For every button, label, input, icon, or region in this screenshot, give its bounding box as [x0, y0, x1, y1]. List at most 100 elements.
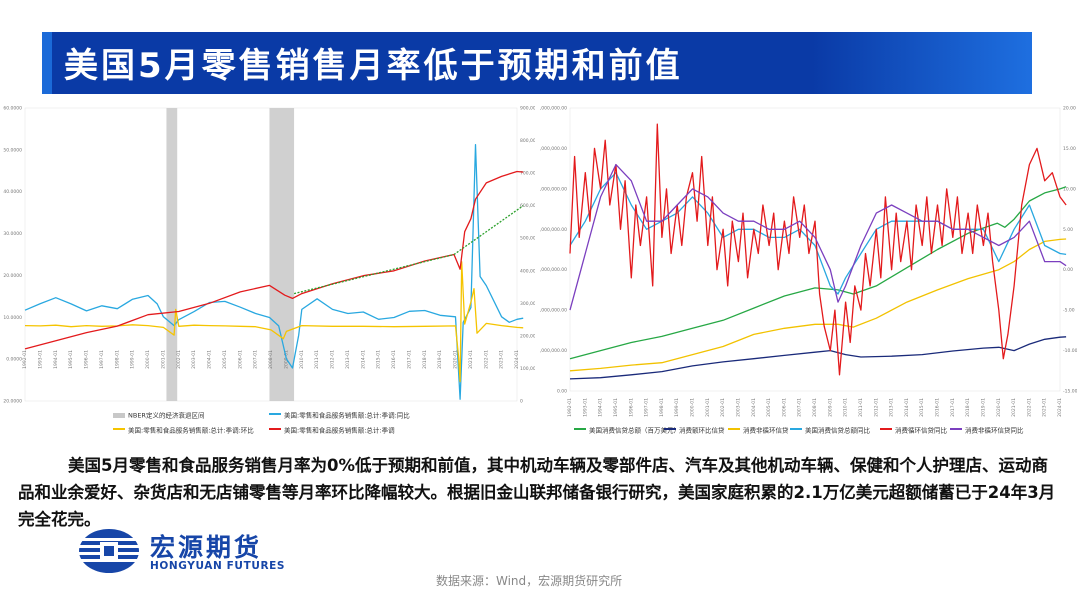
x-axis-tick-label: 2019-01 — [980, 398, 986, 417]
recession-band — [269, 108, 295, 401]
legend-swatch — [880, 428, 892, 430]
left-axis-tick-label: 50.0000 — [3, 147, 22, 153]
left-axis-tick-label: 6,000,000.00 — [540, 146, 567, 152]
x-axis-tick-label: 2006-01 — [237, 350, 243, 369]
x-axis-tick-label: 2001-01 — [705, 398, 711, 417]
x-axis-tick-label: 2018-01 — [422, 350, 428, 369]
recession-band — [166, 108, 178, 401]
legend-swatch — [664, 428, 676, 430]
x-axis-tick-label: 1992-01 — [567, 398, 573, 417]
x-axis-tick-label: 2010-01 — [843, 398, 849, 417]
right-axis-tick-label: 900,000 — [520, 106, 535, 112]
left-axis-tick-label: -20.0000 — [3, 399, 22, 405]
x-axis-tick-label: 2016-01 — [391, 350, 397, 369]
legend-label: 消费额环比信贷 — [679, 426, 725, 435]
left-axis-tick-label: 10.0000 — [3, 315, 22, 321]
legend-label: 美国:零售和食品服务销售额:总计:季调:同比 — [284, 411, 410, 420]
x-axis-tick-label: 2012-01 — [873, 398, 879, 417]
company-logo: 宏源期货 HONGYUAN FUTURES — [78, 528, 318, 576]
legend-swatch — [950, 428, 962, 430]
x-axis-tick-label: 2023-01 — [1042, 398, 1048, 417]
right-axis-tick-label: 100,000 — [520, 366, 535, 372]
legend-swatch — [269, 413, 281, 415]
right-axis-tick-label: 0.00 — [1063, 267, 1073, 273]
right-axis-tick-label: -5.00 — [1063, 308, 1075, 314]
legend-label: 消费循环信贷同比 — [895, 426, 948, 435]
series-line — [24, 143, 524, 400]
consumer-credit-chart: 0.00 1,000,000.00 2,000,000.00 3,000,000.00… — [540, 100, 1077, 440]
x-axis-tick-label: 2024-01 — [514, 350, 520, 369]
x-axis-tick-label: 1996-01 — [628, 398, 634, 417]
series-line — [569, 238, 1067, 372]
title-gradient — [812, 32, 1032, 94]
right-axis-tick-label: 0 — [520, 399, 523, 405]
x-axis-tick-label: 2002-01 — [720, 398, 726, 417]
x-axis-tick-label: 2008-01 — [812, 398, 818, 417]
left-axis-tick-label: 5,000,000.00 — [540, 186, 567, 192]
x-axis-tick-label: 2014-01 — [904, 398, 910, 417]
x-axis-tick-label: 2023-01 — [499, 350, 505, 369]
x-axis-tick-label: 2014-01 — [360, 350, 366, 369]
consumer-credit-chart-svg: 0.00 1,000,000.00 2,000,000.00 3,000,000.00… — [540, 106, 1077, 435]
left-axis-tick-label: 3,000,000.00 — [540, 267, 567, 273]
left-axis-tick-label: 20.0000 — [3, 273, 22, 279]
x-axis-tick-label: 2022-01 — [483, 350, 489, 369]
x-axis-tick-label: 2001-01 — [160, 350, 166, 369]
x-axis-tick-label: 1996-01 — [84, 350, 90, 369]
x-axis-tick-label: 2021-01 — [468, 350, 474, 369]
x-axis-tick-label: 1995-01 — [68, 350, 74, 369]
right-axis-tick-label: -10.00 — [1063, 348, 1077, 354]
x-axis-tick-label: 2017-01 — [950, 398, 956, 417]
logo-english-name: HONGYUAN FUTURES — [150, 560, 286, 572]
legend-label: 消费非循环信贷 — [743, 426, 789, 435]
x-axis-tick-label: 1995-01 — [613, 398, 619, 417]
x-axis-tick-label: 2013-01 — [889, 398, 895, 417]
left-axis-tick-label: 1,000,000.00 — [540, 348, 567, 354]
retail-sales-chart: -20.0000 0.0000 10.0000 20.0000 30.0000 40.00… — [3, 100, 535, 440]
legend-label: 美国消费信贷总额（百万美元） — [589, 426, 680, 435]
legend-label: 美国:零售和食品服务销售额:总计:季调:环比 — [128, 426, 254, 435]
right-axis-tick-label: 400,000 — [520, 268, 535, 274]
legend-label: 美国:零售和食品服务销售额:总计:季调 — [284, 426, 395, 435]
retail-sales-chart-svg: -20.0000 0.0000 10.0000 20.0000 30.0000 40.00… — [3, 106, 535, 435]
x-axis-tick-label: 2019-01 — [437, 350, 443, 369]
series-line — [569, 336, 1067, 380]
left-axis-tick-label: 2,000,000.00 — [540, 308, 567, 314]
left-axis-tick-label: 60.0000 — [3, 106, 22, 112]
left-axis-tick-label: 7,000,000.00 — [540, 106, 567, 112]
title-banner: 美国5月零售销售月率低于预期和前值 — [42, 32, 1032, 94]
right-axis-tick-label: 700,000 — [520, 171, 535, 177]
x-axis-tick-label: 1997-01 — [644, 398, 650, 417]
legend-swatch — [790, 428, 802, 430]
x-axis-tick-label: 2013-01 — [345, 350, 351, 369]
x-axis-tick-label: 2020-01 — [996, 398, 1002, 417]
x-axis-tick-label: 2005-01 — [222, 350, 228, 369]
x-axis-tick-label: 2021-01 — [1011, 398, 1017, 417]
x-axis-tick-label: 2018-01 — [965, 398, 971, 417]
right-axis-tick-label: 300,000 — [520, 301, 535, 307]
series-line — [293, 205, 524, 295]
right-axis-tick-label: -15.00 — [1063, 389, 1077, 395]
x-axis-tick-label: 1998-01 — [659, 398, 665, 417]
commentary-paragraph: 美国5月零售和食品服务销售月率为0%低于预期和前值，其中机动车辆及零部件店、汽车… — [18, 456, 1056, 529]
x-axis-tick-label: 2009-01 — [827, 398, 833, 417]
right-axis-tick-label: 20.00 — [1063, 106, 1076, 112]
x-axis-tick-label: 2024-01 — [1057, 398, 1063, 417]
legend-swatch — [728, 428, 740, 430]
right-axis-tick-label: 200,000 — [520, 333, 535, 339]
x-axis-tick-label: 2015-01 — [376, 350, 382, 369]
right-axis-tick-label: 10.00 — [1063, 186, 1076, 192]
x-axis-tick-label: 2006-01 — [781, 398, 787, 417]
x-axis-tick-label: 2022-01 — [1026, 398, 1032, 417]
x-axis-tick-label: 2005-01 — [766, 398, 772, 417]
left-axis-tick-label: 0.00 — [557, 389, 567, 395]
x-axis-tick-label: 2010-01 — [299, 350, 305, 369]
series-line — [569, 123, 1067, 376]
right-axis-tick-label: 500,000 — [520, 236, 535, 242]
page-title: 美国5月零售销售月率低于预期和前值 — [64, 46, 683, 86]
x-axis-tick-label: 2003-01 — [191, 350, 197, 369]
data-source-note: 数据来源：Wind，宏源期货研究所 — [436, 574, 623, 588]
hongyuan-logo-icon — [78, 529, 140, 573]
x-axis-tick-label: 1997-01 — [99, 350, 105, 369]
x-axis-tick-label: 1994-01 — [598, 398, 604, 417]
